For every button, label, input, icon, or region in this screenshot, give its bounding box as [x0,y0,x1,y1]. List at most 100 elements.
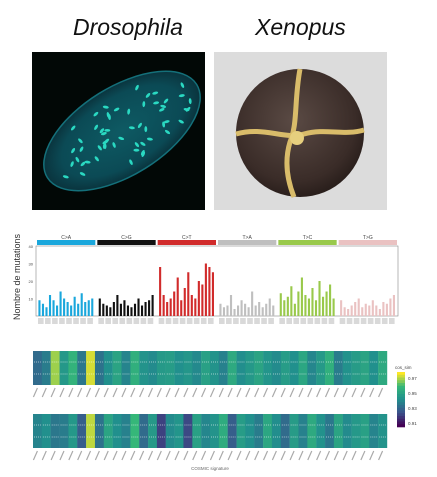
heatmap-cell [41,351,51,385]
mutation-bar [38,300,41,316]
group-label: T>G [363,235,373,241]
nucleus-mark [141,151,146,157]
heatmap-x-tick-mark [262,450,269,461]
bar-x-tick-mark [339,318,346,324]
legend-gradient-step [397,374,405,378]
mutation-bar [361,307,364,316]
mutation-bar [350,305,353,316]
heatmap-x-tick-mark [77,450,83,461]
bar-x-tick-mark [80,318,86,324]
bar-x-tick-mark [388,318,395,324]
mutation-bar [197,281,200,316]
bar-x-tick-mark [346,318,353,324]
nucleus-mark [104,129,111,132]
legend-gradient-step [397,377,405,381]
mutation-bar [272,305,275,316]
heatmap-x-tick-mark [351,387,357,398]
heatmap-cell [210,351,220,385]
bar-x-tick-mark [247,318,253,324]
nucleus-mark [93,111,99,117]
heatmap-x-tick-mark [324,450,331,461]
bar-x-tick-mark [254,318,260,324]
legend-gradient-step [397,391,405,395]
mutation-bar [318,281,321,316]
nucleus-mark [102,140,108,145]
heatmap-cell [351,351,361,385]
mutation-bar [385,303,388,316]
heatmap-x-tick-mark [112,450,118,461]
mutation-bar [148,300,151,316]
heatmap-x-tick-mark [227,387,233,398]
heatmap-x-tick-mark [94,450,100,461]
heatmap-x-tick-mark [209,450,215,461]
bar-x-tick-mark [293,318,300,324]
nucleus-mark [80,161,86,167]
heatmap-cell [174,414,184,448]
heatmap-x-tick-mark [85,450,92,461]
heatmap-cell [280,351,290,385]
legend-gradient-step [397,394,405,398]
heatmap-x-tick-mark [333,450,339,461]
bar-x-tick-mark [381,318,388,324]
heatmap-cell [165,351,175,385]
heatmap-cell [50,414,60,448]
heatmap-cell [236,414,246,448]
heatmap-x-tick-mark [369,387,375,398]
bar-x-tick-mark [59,318,65,324]
mutation-bar [368,305,371,316]
heatmap-cell [236,351,246,385]
heatmap-cell [148,351,158,385]
heatmap-x-tick-mark [378,387,384,398]
bar-x-tick-mark [286,318,293,324]
heatmap-cell [50,351,60,385]
bar-x-tick-mark [279,318,285,324]
heatmap-cell [316,414,326,448]
mutation-bar [290,286,293,316]
heatmap-cell [254,414,264,448]
heatmap-cell [112,351,122,385]
mutation-bar [173,291,176,316]
heatmap-cell [112,414,122,448]
bar-x-tick-mark [126,318,133,324]
mutation-bar [240,300,243,316]
mutation-bar [204,263,207,316]
heatmap-cell [227,351,237,385]
mutation-bar [109,307,112,316]
heatmap-cell [360,414,370,448]
mutation-bar [98,298,101,316]
mutation-bar [80,293,83,316]
heatmap-cell [41,414,51,448]
nucleus-mark [128,126,135,130]
heatmap-cell [333,351,343,385]
heatmap-x-tick-mark [139,450,145,461]
mutation-bar [332,298,335,316]
heatmap-x-tick-mark [360,450,366,461]
bar-x-tick-mark [353,318,360,324]
mutation-bar [233,309,236,316]
nucleus-mark [160,104,167,108]
legend-gradient-step [397,385,405,389]
heatmap-x-tick-mark [50,387,56,398]
heatmap-x-tick-mark [333,387,339,398]
bar-x-tick-mark [207,318,214,324]
group-color-strip [338,240,397,245]
mutation-bar [261,307,264,316]
bar-x-tick-mark [360,318,367,324]
nucleus-mark [163,120,170,124]
legend-title: cos_sim [395,365,412,370]
heatmap-x-tick-mark [254,387,260,398]
mutation-bar [41,303,45,316]
bar-x-tick-mark [87,318,93,324]
nucleus-mark [84,160,91,164]
heatmap-x-tick-mark [307,387,313,398]
heatmap-cell [33,351,43,385]
heatmap-x-tick-mark [68,387,74,398]
heatmap-cell [103,414,113,448]
bar-x-tick-mark [179,318,186,324]
nucleus-mark [129,159,133,165]
bar-x-tick-mark [314,318,321,324]
mutation-bar [144,302,147,316]
bar-x-tick-mark [105,318,112,324]
bar-x-tick-mark [73,318,79,324]
heatmap-x-tick-mark [289,387,295,398]
